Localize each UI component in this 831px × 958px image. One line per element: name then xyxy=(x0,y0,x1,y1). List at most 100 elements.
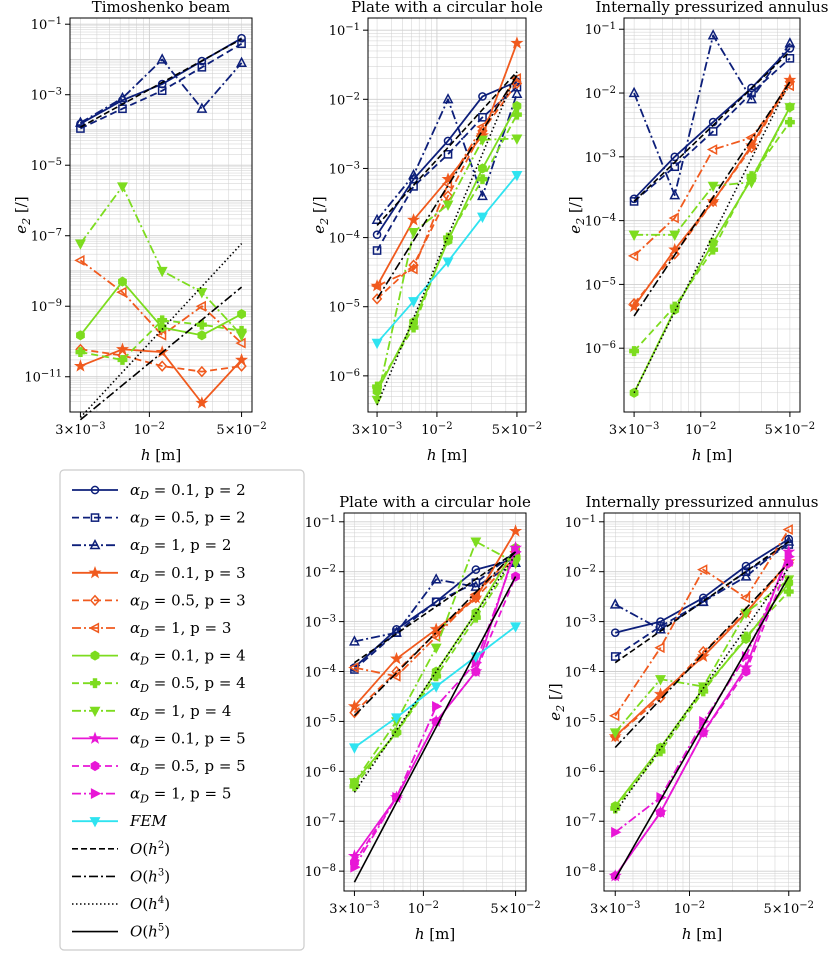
y-tick-label: 10−5 xyxy=(329,299,360,316)
series-line-a1p2 xyxy=(79,58,243,124)
data-point-a05p5 xyxy=(741,666,751,677)
data-point-a01p4 xyxy=(197,330,207,341)
data-point-a01p4 xyxy=(478,163,487,174)
legend-label-fem: FEM xyxy=(129,812,167,830)
y-tick-label: 10−1 xyxy=(565,514,596,531)
data-point-a05p2 xyxy=(237,39,246,49)
legend-marker-a1p3 xyxy=(88,622,100,634)
legend-label-o2: O(h2) xyxy=(130,840,170,858)
plot-frame xyxy=(603,512,801,892)
series-line-o2 xyxy=(80,38,242,128)
data-point-a1p3 xyxy=(348,662,359,674)
series-line-a05p2 xyxy=(80,42,243,130)
data-point-a1p4 xyxy=(477,135,488,146)
data-point-a1p4 xyxy=(117,182,128,193)
legend-label-a1p5: αD = 1, p = 5 xyxy=(130,785,231,806)
series-line-a05p3 xyxy=(614,562,790,738)
data-point-a1p4 xyxy=(609,728,621,739)
data-point-a1p2 xyxy=(391,626,402,637)
data-point-a05p3 xyxy=(707,195,719,208)
data-point-a1p5 xyxy=(350,861,361,873)
series-line-a01p3 xyxy=(633,79,791,308)
series-line-o2 xyxy=(633,50,791,202)
legend-label-a1p2: αD = 1, p = 2 xyxy=(130,536,231,557)
data-point-a05p4 xyxy=(629,346,640,357)
data-point-a1p2 xyxy=(697,595,709,606)
data-point-a1p3 xyxy=(116,286,127,298)
data-point-fem xyxy=(391,713,402,724)
data-point-fem xyxy=(511,171,523,182)
series-line-o2 xyxy=(376,71,518,226)
data-point-a1p2 xyxy=(442,93,454,104)
chart-panel-1: 3×10−3 10−2 5×10−2 10−1 10−3 10−5 10−7 10−9 10−1… xyxy=(12,0,267,464)
y-tick-label: 10−5 xyxy=(305,713,336,730)
y-tick-label: 10−9 xyxy=(31,298,62,315)
data-point-a1p2 xyxy=(784,37,796,48)
x-tick-label: 3×10−3 xyxy=(590,900,640,917)
data-point-fem xyxy=(408,297,419,308)
y-tick-label: 10−8 xyxy=(565,863,596,880)
data-point-a1p4 xyxy=(510,558,522,570)
y-tick-label: 10−11 xyxy=(24,369,62,386)
legend-box xyxy=(59,469,305,951)
data-point-fem xyxy=(442,257,454,268)
series-line-a1p2 xyxy=(614,540,790,631)
data-point-a05p4 xyxy=(372,381,383,392)
data-point-a1p4 xyxy=(628,230,640,241)
series-line-a1p3 xyxy=(376,77,518,287)
data-point-a1p3 xyxy=(739,592,751,604)
data-point-a1p3 xyxy=(441,178,453,190)
y-tick-label: 10−7 xyxy=(31,228,62,245)
legend-marker-a01p3 xyxy=(88,565,102,579)
data-point-a01p4 xyxy=(512,100,522,112)
x-axis-label: h [m] xyxy=(692,446,732,464)
series-line-o5 xyxy=(614,576,790,880)
data-point-a1p3 xyxy=(697,564,708,576)
data-point-a05p4 xyxy=(511,109,522,120)
chart-panel-3: 3×10−3 10−2 5×10−2 10−1 10−2 10−3 10−4 10−5 10−6… xyxy=(566,0,829,464)
y-axis-label: e2 [/] xyxy=(12,196,33,233)
series-line-a01p2 xyxy=(633,47,791,200)
legend-label-a01p2: αD = 0.1, p = 2 xyxy=(130,481,246,502)
data-point-a1p2 xyxy=(156,53,168,64)
data-point-a1p2 xyxy=(477,189,488,201)
data-point-a05p2 xyxy=(708,127,718,136)
data-point-a05p2 xyxy=(629,197,639,206)
series-line-a05p3 xyxy=(376,82,518,300)
data-point-a1p5 xyxy=(784,551,795,563)
data-point-fem xyxy=(510,622,522,633)
data-point-a1p4 xyxy=(196,288,208,299)
data-point-a1p2 xyxy=(117,91,128,103)
series-line-a1p4 xyxy=(376,137,517,400)
data-point-a01p3 xyxy=(510,36,524,49)
data-point-a05p4 xyxy=(196,319,207,330)
data-point-a01p2 xyxy=(197,56,207,66)
data-point-a05p4 xyxy=(741,631,751,642)
data-point-fem xyxy=(348,743,360,754)
data-point-a1p3 xyxy=(74,254,85,266)
data-point-a05p4 xyxy=(708,244,719,255)
data-point-a1p5 xyxy=(432,700,443,712)
data-point-a05p2 xyxy=(478,112,487,122)
y-tick-label: 10−6 xyxy=(585,340,616,357)
data-point-a1p2 xyxy=(74,116,86,127)
chart-panel-2: 3×10−3 10−2 5×10−2 10−1 10−2 10−3 10−4 10−5 10−6… xyxy=(310,0,543,464)
data-point-a05p3 xyxy=(196,365,208,378)
data-point-a05p5 xyxy=(471,666,481,677)
legend-label-a1p3: αD = 1, p = 3 xyxy=(130,619,231,640)
data-point-a1p3 xyxy=(782,524,793,535)
data-point-a1p2 xyxy=(430,573,442,584)
legend-label-o5: O(h5) xyxy=(130,923,170,941)
data-point-a05p3 xyxy=(156,360,168,372)
y-tick-label: 10−2 xyxy=(565,564,596,581)
plot-frame xyxy=(343,512,527,892)
x-axis-label: h [m] xyxy=(141,446,181,464)
y-tick-label: 10−4 xyxy=(585,213,616,230)
legend-label-a01p4: αD = 0.1, p = 4 xyxy=(130,647,246,668)
data-point-a1p3 xyxy=(627,250,639,262)
chart-title: Internally pressurized annulus xyxy=(595,0,828,16)
legend-label-a05p4: αD = 0.5, p = 4 xyxy=(130,674,246,695)
x-tick-label: 5×10−2 xyxy=(216,421,266,438)
data-point-a1p4 xyxy=(511,134,523,145)
